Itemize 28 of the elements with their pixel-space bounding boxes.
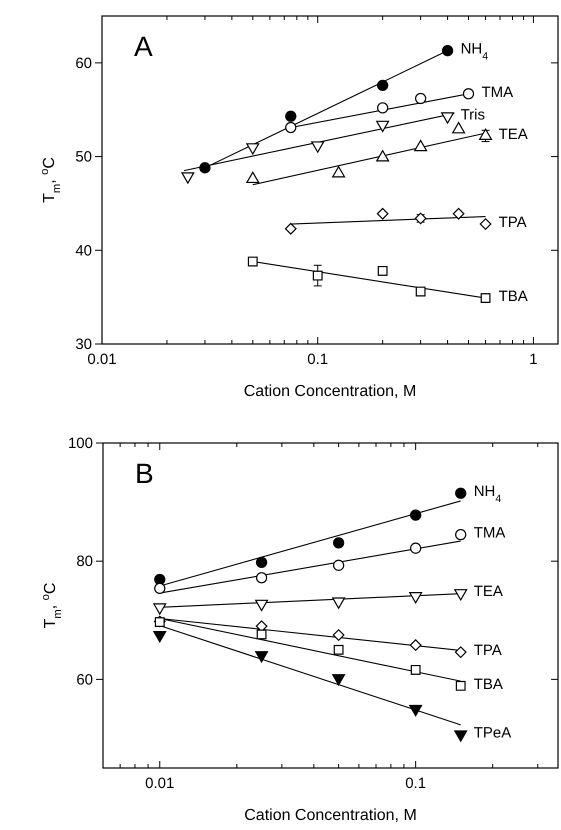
- x-axis-title: Cation Concentration, M: [244, 807, 417, 824]
- y-tick-label: 60: [76, 671, 93, 688]
- y-tick-label: 60: [75, 54, 92, 72]
- y-tick-label: 50: [75, 148, 92, 166]
- series-label: NH$_{4}$: [460, 40, 488, 63]
- series-label: TPeA: [474, 724, 512, 742]
- y-tick-label: 30: [75, 336, 92, 353]
- series-label: TBA: [498, 288, 528, 306]
- x-tick-label: 0.01: [145, 775, 174, 792]
- series-label: TMA: [481, 84, 514, 101]
- x-tick-label: 0.01: [87, 351, 117, 368]
- text: A: [134, 31, 153, 62]
- series-label: NH$_{4}$: [474, 483, 502, 506]
- y-tick-label: 80: [76, 553, 93, 570]
- series-label: TMA: [474, 524, 506, 542]
- series-label: TPA: [474, 642, 502, 660]
- series-label: TPA: [498, 214, 527, 232]
- series-label: TEA: [474, 583, 503, 600]
- y-tick-label: 40: [75, 242, 92, 260]
- series-label: TBA: [474, 676, 503, 693]
- text: B: [135, 458, 154, 489]
- x-tick-label: 1: [529, 351, 538, 368]
- series-label: TEA: [498, 126, 528, 143]
- x-tick-label: 0.1: [307, 351, 328, 368]
- x-tick-label: 0.1: [405, 775, 426, 792]
- x-axis-title: Cation Concentration, M: [244, 383, 416, 400]
- y-tick-label: 100: [68, 435, 93, 452]
- series-label: Tris: [460, 106, 486, 124]
